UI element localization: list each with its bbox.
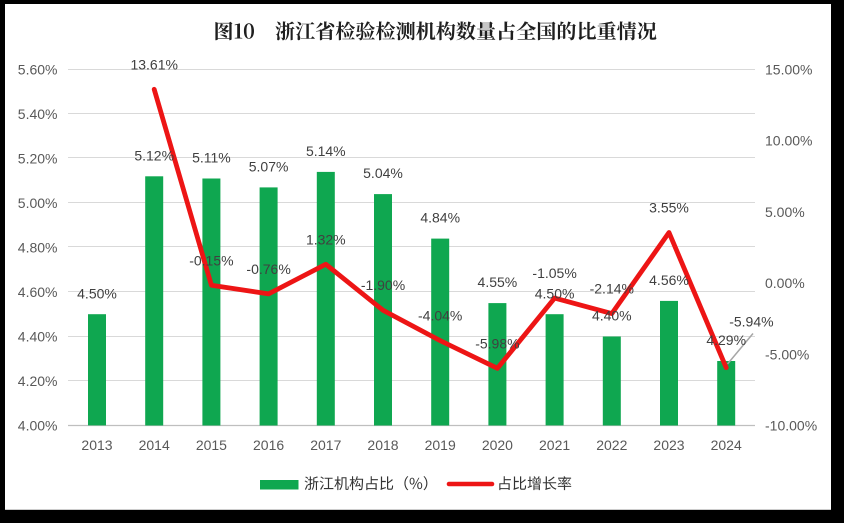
svg-text:5.60%: 5.60% xyxy=(18,62,58,78)
svg-text:5.04%: 5.04% xyxy=(363,165,403,181)
svg-text:4.50%: 4.50% xyxy=(535,285,575,301)
svg-text:4.50%: 4.50% xyxy=(77,285,117,301)
svg-text:-1.05%: -1.05% xyxy=(532,265,576,281)
svg-text:4.60%: 4.60% xyxy=(18,284,58,300)
svg-text:2013: 2013 xyxy=(81,437,112,453)
svg-text:5.40%: 5.40% xyxy=(18,106,58,122)
svg-text:-5.94%: -5.94% xyxy=(729,314,773,330)
svg-text:2020: 2020 xyxy=(482,437,513,453)
svg-text:1.32%: 1.32% xyxy=(306,231,346,247)
svg-text:4.00%: 4.00% xyxy=(18,418,58,434)
svg-text:5.20%: 5.20% xyxy=(18,151,58,167)
svg-text:2022: 2022 xyxy=(596,437,627,453)
svg-text:4.20%: 4.20% xyxy=(18,373,58,389)
svg-text:-10.00%: -10.00% xyxy=(765,418,817,434)
svg-text:5.12%: 5.12% xyxy=(134,147,174,163)
svg-text:-5.00%: -5.00% xyxy=(765,346,809,362)
svg-text:2023: 2023 xyxy=(653,437,684,453)
svg-text:2016: 2016 xyxy=(253,437,284,453)
svg-text:2015: 2015 xyxy=(196,437,227,453)
svg-text:0.00%: 0.00% xyxy=(765,275,805,291)
svg-text:-0.15%: -0.15% xyxy=(189,252,233,268)
svg-text:4.55%: 4.55% xyxy=(478,274,518,290)
svg-text:4.56%: 4.56% xyxy=(649,272,689,288)
svg-text:2018: 2018 xyxy=(367,437,398,453)
svg-text:4.29%: 4.29% xyxy=(706,332,746,348)
svg-text:15.00%: 15.00% xyxy=(765,62,812,78)
svg-text:13.61%: 13.61% xyxy=(130,56,177,72)
svg-text:5.14%: 5.14% xyxy=(306,143,346,159)
svg-text:5.00%: 5.00% xyxy=(18,195,58,211)
svg-text:4.40%: 4.40% xyxy=(18,329,58,345)
svg-text:4.84%: 4.84% xyxy=(420,210,460,226)
svg-text:2014: 2014 xyxy=(139,437,170,453)
svg-text:4.80%: 4.80% xyxy=(18,240,58,256)
svg-text:5.00%: 5.00% xyxy=(765,204,805,220)
svg-text:2019: 2019 xyxy=(425,437,456,453)
svg-text:5.11%: 5.11% xyxy=(192,150,231,166)
svg-text:-2.14%: -2.14% xyxy=(590,281,634,297)
svg-text:-1.90%: -1.90% xyxy=(361,277,405,293)
svg-text:5.07%: 5.07% xyxy=(249,159,289,175)
svg-text:2017: 2017 xyxy=(310,437,341,453)
svg-text:2021: 2021 xyxy=(539,437,570,453)
svg-text:3.55%: 3.55% xyxy=(649,200,689,216)
svg-text:2024: 2024 xyxy=(711,437,742,453)
svg-text:10.00%: 10.00% xyxy=(765,133,812,149)
svg-text:-5.98%: -5.98% xyxy=(475,335,519,351)
svg-text:-4.04%: -4.04% xyxy=(418,308,462,324)
svg-text:4.40%: 4.40% xyxy=(592,308,632,324)
svg-text:-0.76%: -0.76% xyxy=(246,261,290,277)
